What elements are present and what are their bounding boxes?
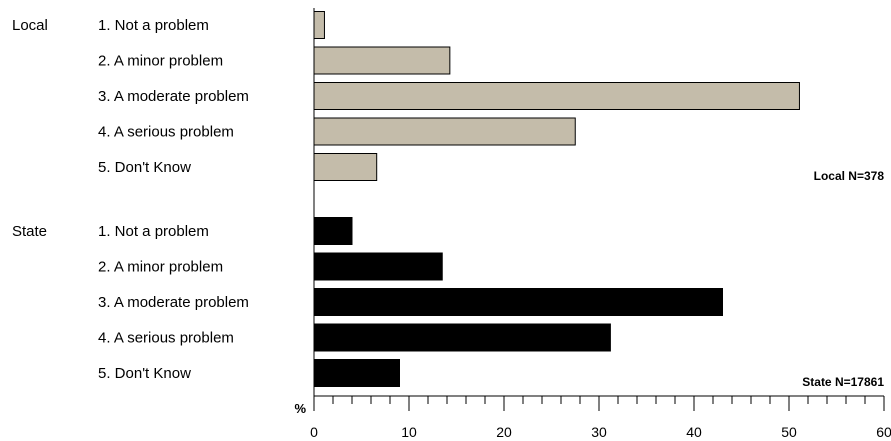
state-bar: [313, 217, 353, 245]
local-bar: [313, 153, 378, 181]
state-group-label: State: [12, 223, 47, 240]
local-category-label: 3. A moderate problem: [98, 88, 249, 105]
x-tick-label: 10: [401, 424, 417, 440]
x-tick-label: 20: [496, 424, 512, 440]
state-bar: [313, 359, 400, 387]
state-category-label: 1. Not a problem: [98, 223, 209, 240]
local-bar: [313, 117, 576, 146]
state-bar: [313, 288, 723, 316]
x-tick-label: 0: [310, 424, 318, 440]
local-category-label: 4. A serious problem: [98, 124, 234, 141]
x-tick-label: 50: [781, 424, 797, 440]
x-axis: 0 10 20 30 40 50 60%: [294, 8, 891, 440]
x-unit-label: %: [294, 401, 306, 416]
local-bar: [313, 82, 800, 110]
state-category-label: 5. Don't Know: [98, 365, 191, 382]
state-group: State 1. Not a problem 2. A minor problem 3…: [12, 217, 884, 389]
state-bar: [313, 252, 443, 281]
state-bar: [313, 323, 611, 352]
state-category-label: 4. A serious problem: [98, 330, 234, 347]
x-tick-label: 30: [591, 424, 607, 440]
state-n-label: State N=17861: [802, 375, 884, 389]
local-n-label: Local N=378: [814, 169, 885, 183]
local-group-label: Local: [12, 17, 48, 34]
local-bar: [313, 11, 325, 39]
state-category-label: 2. A minor problem: [98, 259, 223, 276]
local-category-label: 2. A minor problem: [98, 53, 223, 70]
chart-groups: Local 1. Not a problem 2. A minor problem 3…: [12, 11, 885, 389]
local-bar: [313, 46, 451, 75]
local-category-label: 5. Don't Know: [98, 159, 191, 176]
x-tick-label: 40: [686, 424, 702, 440]
state-category-label: 3. A moderate problem: [98, 294, 249, 311]
local-group: Local 1. Not a problem 2. A minor problem 3…: [12, 11, 885, 183]
local-category-label: 1. Not a problem: [98, 17, 209, 34]
x-tick-label: 60: [876, 424, 891, 440]
